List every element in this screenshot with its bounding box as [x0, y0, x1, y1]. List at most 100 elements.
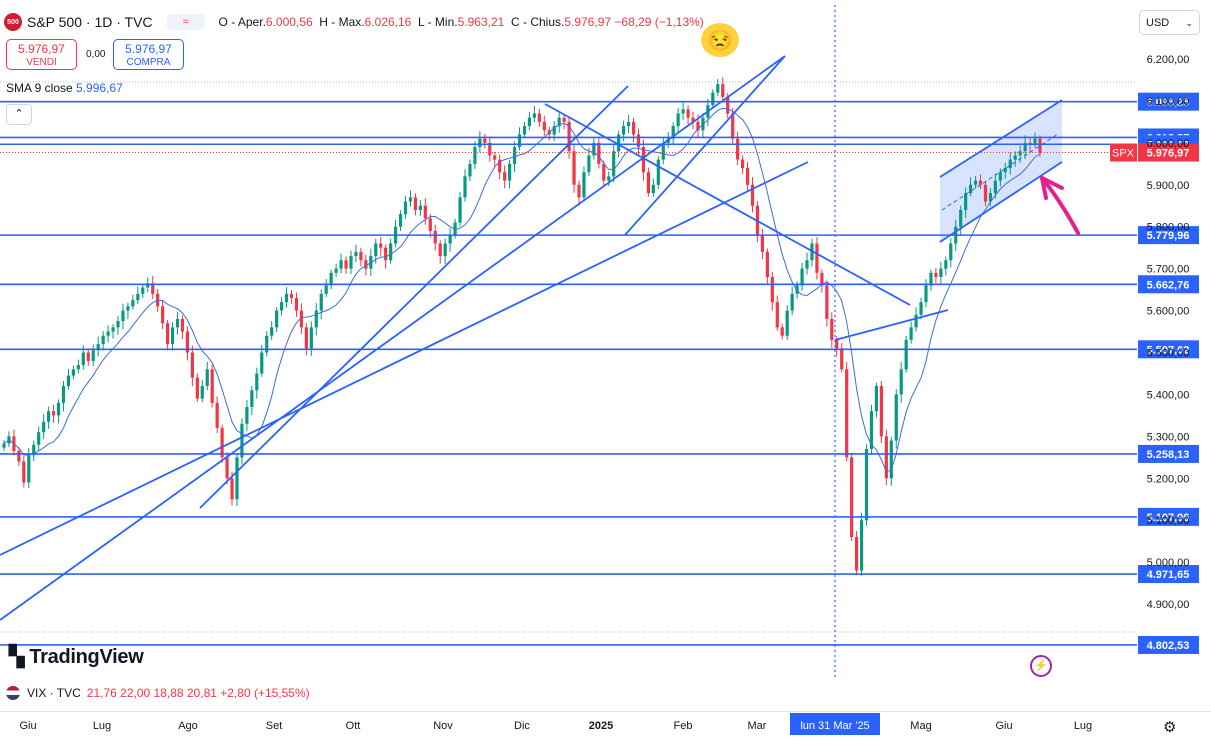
spread-value: 0,00: [86, 49, 106, 60]
x-axis-tick-label: Nov: [433, 720, 453, 732]
candle: [676, 113, 680, 127]
candle: [825, 285, 829, 319]
candle: [47, 411, 51, 422]
symbol-title[interactable]: S&P 500 · 1D · TVC: [27, 14, 153, 30]
candle: [815, 243, 819, 273]
candle: [146, 283, 150, 288]
candle: [983, 184, 988, 202]
symbol-tag-text: SPX: [1112, 148, 1135, 160]
x-axis-tick-label: Ott: [346, 720, 361, 732]
candle: [384, 247, 388, 261]
candle: [607, 176, 611, 181]
date-marker-label: lun 31 Mar '25: [800, 720, 869, 732]
candle: [532, 113, 536, 118]
candle: [438, 243, 442, 257]
candle: [820, 272, 824, 286]
candle: [750, 184, 755, 206]
level-price-tag: [1138, 275, 1199, 294]
candle: [364, 260, 368, 269]
candle: [537, 113, 541, 122]
candle: [622, 126, 626, 135]
y-axis-tick-label: 5.100,00: [1147, 515, 1190, 527]
level-price-tag: [1138, 340, 1199, 359]
compare-icon[interactable]: ≈: [166, 14, 205, 30]
candle: [488, 142, 492, 156]
candle: [185, 331, 190, 353]
x-axis-tick-label: Set: [266, 720, 283, 732]
candle: [631, 121, 636, 135]
x-axis-tick-label: Ago: [178, 720, 198, 732]
sentiment-emoji-icon: 😒: [701, 23, 739, 57]
candle: [691, 117, 695, 122]
y-axis-tick-label: 6.100,00: [1147, 96, 1190, 108]
candle: [413, 197, 418, 210]
candle: [964, 193, 968, 210]
collapse-legend-button[interactable]: ⌃: [6, 104, 32, 125]
candle: [265, 335, 269, 353]
candle: [552, 126, 556, 135]
sell-button[interactable]: 5.976,97 VENDI: [6, 39, 77, 70]
candle: [557, 117, 561, 127]
candle: [483, 138, 487, 143]
candle: [850, 457, 854, 538]
candle: [924, 285, 928, 303]
candle: [51, 411, 56, 416]
candle: [443, 243, 447, 257]
candle: [641, 147, 646, 173]
candle: [136, 293, 140, 301]
sma-indicator-legend[interactable]: SMA 9 close 5.996,67: [6, 81, 123, 95]
candle: [914, 314, 918, 328]
candle: [780, 327, 784, 336]
pane-separator[interactable]: [0, 711, 1211, 712]
candle: [111, 327, 115, 332]
level-price-label: 5.662,76: [1147, 279, 1190, 291]
trend-line: [0, 55, 786, 621]
candle: [854, 537, 859, 571]
candle: [468, 163, 472, 177]
candle: [354, 251, 358, 257]
candle: [200, 386, 204, 399]
lightning-icon[interactable]: ⚡: [1030, 655, 1052, 677]
candle: [800, 268, 804, 286]
candle: [389, 243, 393, 261]
x-axis-tick-label: Giu: [995, 720, 1012, 732]
level-price-tag: [1138, 507, 1199, 526]
chevron-down-icon: ⌄: [1185, 18, 1193, 28]
level-price-tag: [1138, 635, 1199, 654]
currency-select[interactable]: USD ⌄: [1139, 10, 1200, 35]
candle: [101, 335, 105, 345]
candle: [116, 321, 120, 328]
candle: [314, 310, 318, 328]
candle: [210, 369, 214, 403]
candle: [582, 172, 586, 198]
level-price-label: 5.258,13: [1147, 449, 1190, 461]
x-axis-tick-label: Mar: [748, 720, 767, 732]
candle: [1018, 151, 1022, 156]
level-price-tag: [1138, 226, 1199, 245]
candle: [973, 180, 978, 185]
candle: [165, 323, 170, 345]
vix-legend[interactable]: VIX · TVC 21,76 22,00 18,88 20,81 +2,80 …: [6, 686, 310, 700]
candle: [190, 352, 194, 378]
candle: [661, 142, 665, 160]
candle: [324, 285, 328, 294]
candle: [646, 172, 651, 194]
x-axis-tick-label: Giu: [19, 720, 36, 732]
candle: [651, 184, 655, 194]
candle: [681, 109, 685, 114]
candle: [745, 168, 750, 185]
y-axis-tick-label: 5.500,00: [1147, 348, 1190, 360]
candle: [1038, 138, 1042, 153]
buy-button[interactable]: 5.976,97 COMPRA: [113, 39, 184, 70]
candle: [726, 96, 730, 114]
candle: [37, 432, 41, 445]
x-axis-tick-label: Mag: [910, 720, 931, 732]
candle: [96, 344, 100, 351]
candle: [374, 243, 378, 257]
level-price-label: 4.971,65: [1147, 569, 1190, 581]
vix-values: 21,76 22,00 18,88 20,81 +2,80 (+15,55%): [86, 686, 310, 700]
settings-gear-icon[interactable]: ⚙: [1163, 719, 1177, 736]
candle: [17, 451, 21, 462]
candle: [884, 436, 888, 479]
